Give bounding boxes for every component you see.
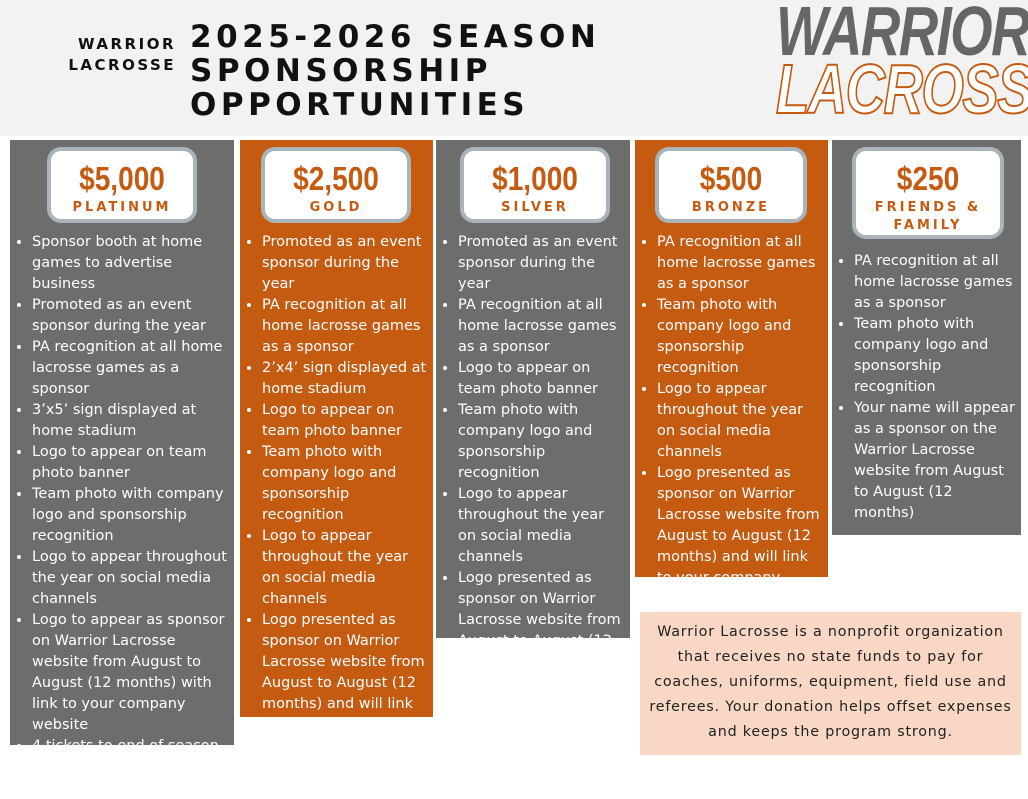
benefit: Team photo with company logo and sponsor…	[32, 484, 230, 547]
tier-badge: $1,000 SILVER	[460, 147, 610, 223]
benefit: PA recognition at all home lacrosse game…	[262, 295, 429, 358]
benefit: Logo to appear throughout the year on so…	[657, 379, 824, 463]
tier-name: BRONZE	[691, 200, 771, 215]
tier-badge: $5,000 PLATINUM	[47, 147, 197, 223]
benefit: Logo to appear throughout the year on so…	[262, 526, 429, 610]
benefit: 2’x4’ sign displayed at home stadium	[262, 358, 429, 400]
benefit: Your name will appear as a sponsor on th…	[854, 398, 1017, 524]
benefit: Team photo with company logo and sponsor…	[458, 400, 626, 484]
logo-line: LACROSSE	[775, 50, 1028, 128]
benefit: Logo presented as sponsor on Warrior Lac…	[262, 610, 429, 757]
title-line: 2025-2026 SEASON	[190, 19, 601, 55]
benefit: 2 tickets to end of season banquet	[262, 757, 429, 799]
benefit-list: PA recognition at all home lacrosse game…	[635, 232, 828, 610]
benefit: Logo to appear on team photo banner	[32, 442, 230, 484]
tier-badge: $500 BRONZE	[655, 147, 807, 223]
title-line: OPPORTUNITIES	[190, 87, 530, 123]
benefit: Logo to appear as sponsor on Warrior Lac…	[32, 610, 230, 736]
tier-column: $500 BRONZE PA recognition at all home lac…	[635, 140, 828, 607]
benefit-list: Sponsor booth at home games to advertise…	[10, 232, 234, 778]
tier-column: $1,000 SILVER Promoted as an event sponsor…	[436, 140, 630, 712]
benefit: Logo to appear throughout the year on so…	[32, 547, 230, 610]
benefit: Logo presented as sponsor on Warrior Lac…	[458, 568, 626, 715]
benefit: Sponsor booth at home games to advertise…	[32, 232, 230, 295]
benefit-list: PA recognition at all home lacrosse game…	[832, 251, 1021, 524]
tier-column: $2,500 GOLD Promoted as an event sponsor d…	[240, 140, 433, 796]
tier-price: $5,000	[79, 160, 165, 197]
benefit: PA recognition at all home lacrosse game…	[458, 295, 626, 358]
tier-badge: $2,500 GOLD	[261, 147, 411, 223]
note: Warrior Lacrosse is a nonprofit organiza…	[640, 612, 1021, 755]
benefit: PA recognition at all home lacrosse game…	[854, 251, 1017, 314]
team-name: WARRIOR LACROSSE	[40, 34, 176, 76]
benefit: Logo to appear on team photo banner	[262, 400, 429, 442]
benefit: Team photo with company logo and sponsor…	[854, 314, 1017, 398]
tier-price: $1,000	[492, 160, 578, 197]
benefit: Logo presented as sponsor on Warrior Lac…	[657, 463, 824, 610]
benefit: 3’x5’ sign displayed at home stadium	[32, 400, 230, 442]
benefit: PA recognition at all home lacrosse game…	[657, 232, 824, 295]
page: WARRIOR LACROSSE 2025-2026 SEASON SPONSORS…	[0, 0, 1028, 770]
title: 2025-2026 SEASON SPONSORSHIP OPPORTUNITIES	[190, 20, 600, 122]
benefit: Team photo with company logo and sponsor…	[657, 295, 824, 379]
benefit: Logo to appear on team photo banner	[458, 358, 626, 400]
benefit: 4 tickets to end of season banquet	[32, 736, 230, 778]
tier-name: SILVER	[501, 200, 569, 215]
benefit-list: Promoted as an event sponsor during the …	[240, 232, 433, 799]
tier-price: $500	[699, 160, 763, 197]
tier-column: $5,000 PLATINUM Sponsor booth at home game…	[10, 140, 234, 775]
benefit: Team photo with company logo and sponsor…	[262, 442, 429, 526]
benefit: Logo to appear throughout the year on so…	[458, 484, 626, 568]
tier-price: $2,500	[293, 160, 379, 197]
benefit: Promoted as an event sponsor during the …	[458, 232, 626, 295]
team-line: WARRIOR	[78, 35, 176, 53]
benefit: Promoted as an event sponsor during the …	[32, 295, 230, 337]
tier-price: $250	[896, 160, 960, 197]
benefit: Promoted as an event sponsor during the …	[262, 232, 429, 295]
benefit: PA recognition at all home lacrosse game…	[32, 337, 230, 400]
tier-name: PLATINUM	[72, 200, 172, 215]
tier-badge: $250 FRIENDS & FAMILY	[852, 147, 1004, 239]
title-line: SPONSORSHIP	[190, 53, 492, 89]
benefit-list: Promoted as an event sponsor during the …	[436, 232, 630, 715]
tier-name: FRIENDS & FAMILY	[874, 200, 982, 233]
team-line: LACROSSE	[68, 56, 176, 74]
header	[0, 0, 1028, 136]
tier-name: GOLD	[309, 200, 363, 215]
